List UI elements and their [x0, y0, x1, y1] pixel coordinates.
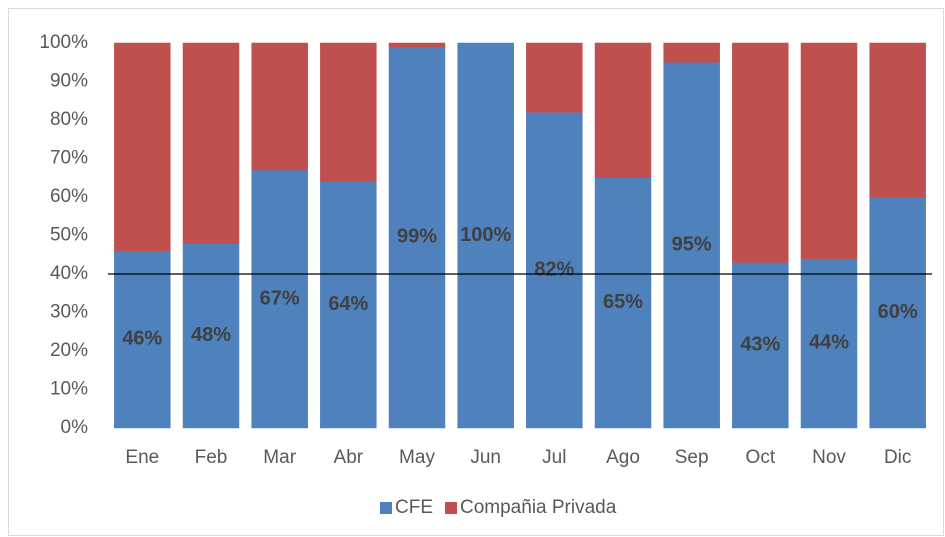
data-label: 43%	[740, 334, 780, 356]
bar-segment	[251, 42, 308, 171]
x-tick-label: Ene	[125, 447, 159, 468]
bar-segment	[594, 42, 652, 178]
bar-segment	[732, 262, 789, 429]
bar-segment	[526, 42, 583, 113]
y-tick-label: 100%	[39, 32, 88, 53]
x-tick-label: Sep	[675, 447, 709, 468]
x-tick-label: Nov	[812, 447, 846, 468]
data-label: 100%	[460, 224, 511, 246]
data-label: 95%	[672, 233, 712, 255]
data-label: 48%	[191, 324, 231, 346]
y-tick-label: 70%	[50, 148, 88, 169]
bar-segment	[320, 181, 377, 429]
bar-segment	[869, 196, 926, 429]
data-label: 65%	[603, 291, 643, 313]
bar-segment	[114, 250, 171, 429]
bar-segment	[388, 42, 446, 48]
x-tick-label: May	[399, 447, 435, 468]
data-label: 46%	[122, 328, 162, 350]
y-tick-label: 50%	[50, 225, 88, 246]
bar-segment	[663, 42, 720, 63]
y-tick-label: 40%	[50, 263, 88, 284]
x-tick-label: Ago	[606, 447, 640, 468]
bar-segment	[526, 112, 583, 429]
x-tick-label: Jun	[470, 447, 501, 468]
x-tick-label: Abr	[334, 447, 364, 468]
x-tick-label: Jul	[542, 447, 566, 468]
bar-segment	[594, 177, 652, 429]
bar-segment	[457, 42, 514, 429]
bar-segment	[320, 42, 377, 182]
bar-segment	[800, 42, 858, 259]
legend-label: CFE	[395, 497, 433, 518]
data-label: 44%	[809, 332, 849, 354]
data-label: 82%	[534, 258, 574, 280]
x-tick-label: Feb	[195, 447, 228, 468]
legend-swatch	[380, 502, 392, 514]
bar-segment	[182, 42, 240, 244]
y-tick-label: 80%	[50, 109, 88, 130]
bar-segment	[800, 258, 858, 429]
y-tick-label: 30%	[50, 302, 88, 323]
y-tick-label: 20%	[50, 340, 88, 361]
y-tick-label: 60%	[50, 186, 88, 207]
bar-segment	[114, 42, 171, 252]
bar-segment	[388, 46, 446, 429]
legend-label: Compañia Privada	[460, 497, 617, 518]
data-label: 64%	[328, 293, 368, 315]
x-tick-label: Dic	[884, 447, 911, 468]
data-label: 67%	[260, 287, 300, 309]
legend-swatch	[445, 502, 457, 514]
data-label: 99%	[397, 226, 437, 248]
bar-segment	[251, 169, 308, 429]
y-tick-label: 10%	[50, 379, 88, 400]
x-tick-label: Mar	[263, 447, 296, 468]
bar-segment	[663, 62, 720, 429]
y-tick-label: 90%	[50, 71, 88, 92]
bar-segment	[869, 42, 926, 198]
y-tick-label: 0%	[61, 417, 89, 438]
data-label: 60%	[878, 301, 918, 323]
bar-segment	[732, 42, 789, 263]
x-tick-label: Oct	[746, 447, 776, 468]
